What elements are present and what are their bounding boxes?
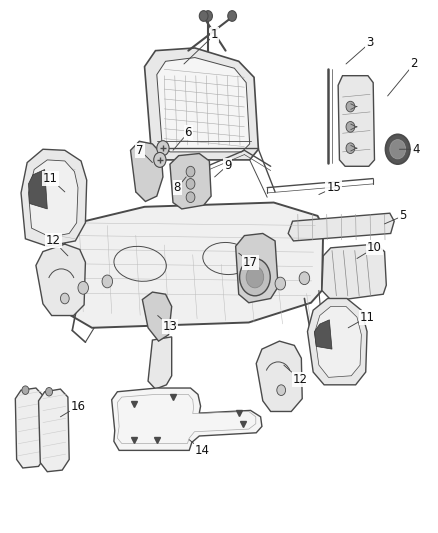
Polygon shape (170, 154, 211, 209)
Text: 13: 13 (158, 316, 177, 333)
Text: 2: 2 (388, 58, 418, 96)
Circle shape (346, 122, 355, 132)
Circle shape (385, 134, 410, 164)
Text: 7: 7 (136, 144, 152, 163)
Circle shape (199, 11, 208, 21)
Text: 17: 17 (239, 253, 258, 269)
Text: 9: 9 (215, 159, 232, 177)
Text: 6: 6 (173, 126, 192, 150)
Text: 10: 10 (357, 241, 382, 259)
Polygon shape (64, 203, 323, 328)
Text: 12: 12 (46, 235, 68, 256)
Text: 11: 11 (43, 172, 65, 192)
Circle shape (22, 386, 29, 394)
Circle shape (78, 281, 88, 294)
Text: 8: 8 (174, 177, 186, 194)
Polygon shape (36, 244, 85, 316)
Text: 15: 15 (319, 181, 341, 195)
Polygon shape (39, 389, 69, 472)
Circle shape (186, 192, 195, 203)
Polygon shape (21, 149, 87, 246)
Text: 1: 1 (184, 28, 219, 64)
Polygon shape (157, 58, 250, 152)
Circle shape (346, 101, 355, 112)
Polygon shape (307, 298, 367, 385)
Polygon shape (142, 292, 172, 341)
Polygon shape (28, 160, 78, 237)
Text: 4: 4 (399, 143, 420, 156)
Circle shape (299, 272, 310, 285)
Polygon shape (145, 48, 258, 160)
Polygon shape (112, 388, 262, 450)
Text: 5: 5 (385, 209, 406, 224)
Circle shape (204, 11, 212, 21)
Circle shape (346, 143, 355, 154)
Circle shape (228, 11, 237, 21)
Circle shape (240, 259, 270, 296)
Circle shape (102, 275, 113, 288)
Polygon shape (256, 341, 302, 411)
Circle shape (186, 166, 195, 177)
Polygon shape (322, 244, 386, 301)
Circle shape (390, 140, 406, 159)
Polygon shape (131, 141, 163, 201)
Circle shape (46, 387, 53, 396)
Text: 14: 14 (189, 440, 210, 457)
Polygon shape (148, 337, 172, 389)
Text: 12: 12 (284, 365, 307, 386)
Polygon shape (28, 169, 47, 209)
Circle shape (60, 293, 69, 304)
Polygon shape (314, 306, 361, 377)
Polygon shape (314, 320, 332, 349)
Polygon shape (236, 233, 278, 303)
Text: 3: 3 (346, 36, 374, 64)
Circle shape (154, 152, 166, 167)
Circle shape (275, 277, 286, 290)
Circle shape (246, 266, 264, 288)
Polygon shape (338, 76, 374, 166)
Circle shape (277, 385, 286, 395)
Polygon shape (15, 388, 45, 468)
Circle shape (186, 179, 195, 189)
Circle shape (157, 141, 169, 156)
Polygon shape (288, 213, 394, 241)
Text: 16: 16 (60, 400, 85, 417)
Text: 11: 11 (348, 311, 374, 328)
